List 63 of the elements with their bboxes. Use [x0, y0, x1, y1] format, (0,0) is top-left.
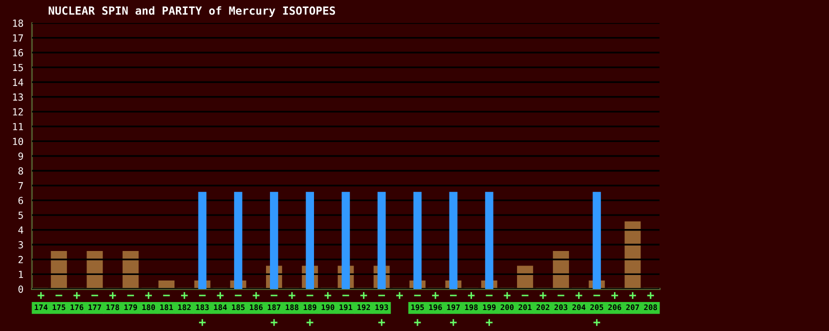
data-label: + — [504, 292, 510, 299]
data-label: + — [611, 292, 618, 299]
data-label: + — [38, 292, 44, 299]
data-label: + — [360, 292, 368, 299]
data-label: + — [270, 319, 278, 326]
data-label: − — [56, 294, 62, 296]
data-label: − — [91, 294, 98, 296]
y-tick-label: 1 — [18, 270, 24, 278]
data-label: + — [450, 319, 457, 326]
y-tick-label: 3 — [18, 241, 23, 248]
data-label: − — [486, 294, 493, 296]
data-label: − — [593, 294, 600, 296]
data-label: − — [163, 294, 170, 296]
data-label: − — [234, 294, 242, 296]
y-tick-label: 8 — [18, 167, 24, 175]
data-label: + — [593, 319, 600, 326]
data-label: + — [432, 292, 439, 299]
data-label: + — [181, 292, 188, 299]
y-tick-label: 17 — [13, 34, 23, 42]
y-tick-label: 18 — [13, 20, 24, 27]
data-label: + — [216, 292, 224, 299]
data-label: − — [198, 294, 206, 296]
data-label: + — [396, 292, 403, 299]
data-label: − — [127, 294, 134, 296]
y-tick-label: 10 — [13, 138, 24, 146]
y-tick-label: 15 — [13, 64, 23, 72]
chart-title: NUCLEAR SPIN and PARITY of Mercury ISOTOPES — [48, 6, 336, 17]
data-label: − — [378, 294, 385, 296]
y-tick-label: 4 — [18, 226, 24, 234]
y-tick-label: 9 — [18, 152, 24, 160]
data-label: − — [306, 294, 314, 296]
data-label: + — [109, 292, 116, 299]
y-tick-label: 6 — [18, 196, 24, 204]
data-label: + — [198, 319, 206, 326]
data-label: + — [468, 292, 475, 299]
data-label: + — [306, 319, 314, 326]
data-label: + — [73, 292, 80, 299]
data-label: + — [378, 319, 385, 326]
data-label: + — [486, 319, 493, 326]
data-label: + — [252, 292, 260, 299]
y-tick-label: 7 — [18, 182, 23, 190]
data-label: − — [270, 294, 278, 296]
data-label: + — [288, 292, 296, 299]
y-tick-label: 0 — [18, 285, 24, 293]
data-label: + — [414, 319, 421, 326]
y-tick-label: 12 — [13, 108, 23, 116]
y-tick-label: 2 — [18, 256, 23, 264]
y-tick-label: 11 — [13, 123, 24, 130]
data-label: + — [647, 292, 654, 299]
data-label: − — [522, 294, 528, 296]
data-label: + — [145, 292, 152, 299]
data-label: − — [450, 294, 457, 296]
data-label: − — [414, 294, 421, 296]
y-tick-label: 13 — [13, 93, 23, 101]
y-tick-label: 16 — [13, 49, 24, 56]
data-label: + — [324, 292, 332, 299]
data-label: − — [558, 294, 564, 296]
data-label: + — [540, 292, 546, 299]
data-label: − — [342, 294, 350, 296]
data-label: + — [629, 292, 636, 299]
data-label: + — [576, 292, 582, 299]
y-tick-label: 14 — [13, 78, 24, 86]
y-tick-label: 5 — [18, 212, 23, 219]
